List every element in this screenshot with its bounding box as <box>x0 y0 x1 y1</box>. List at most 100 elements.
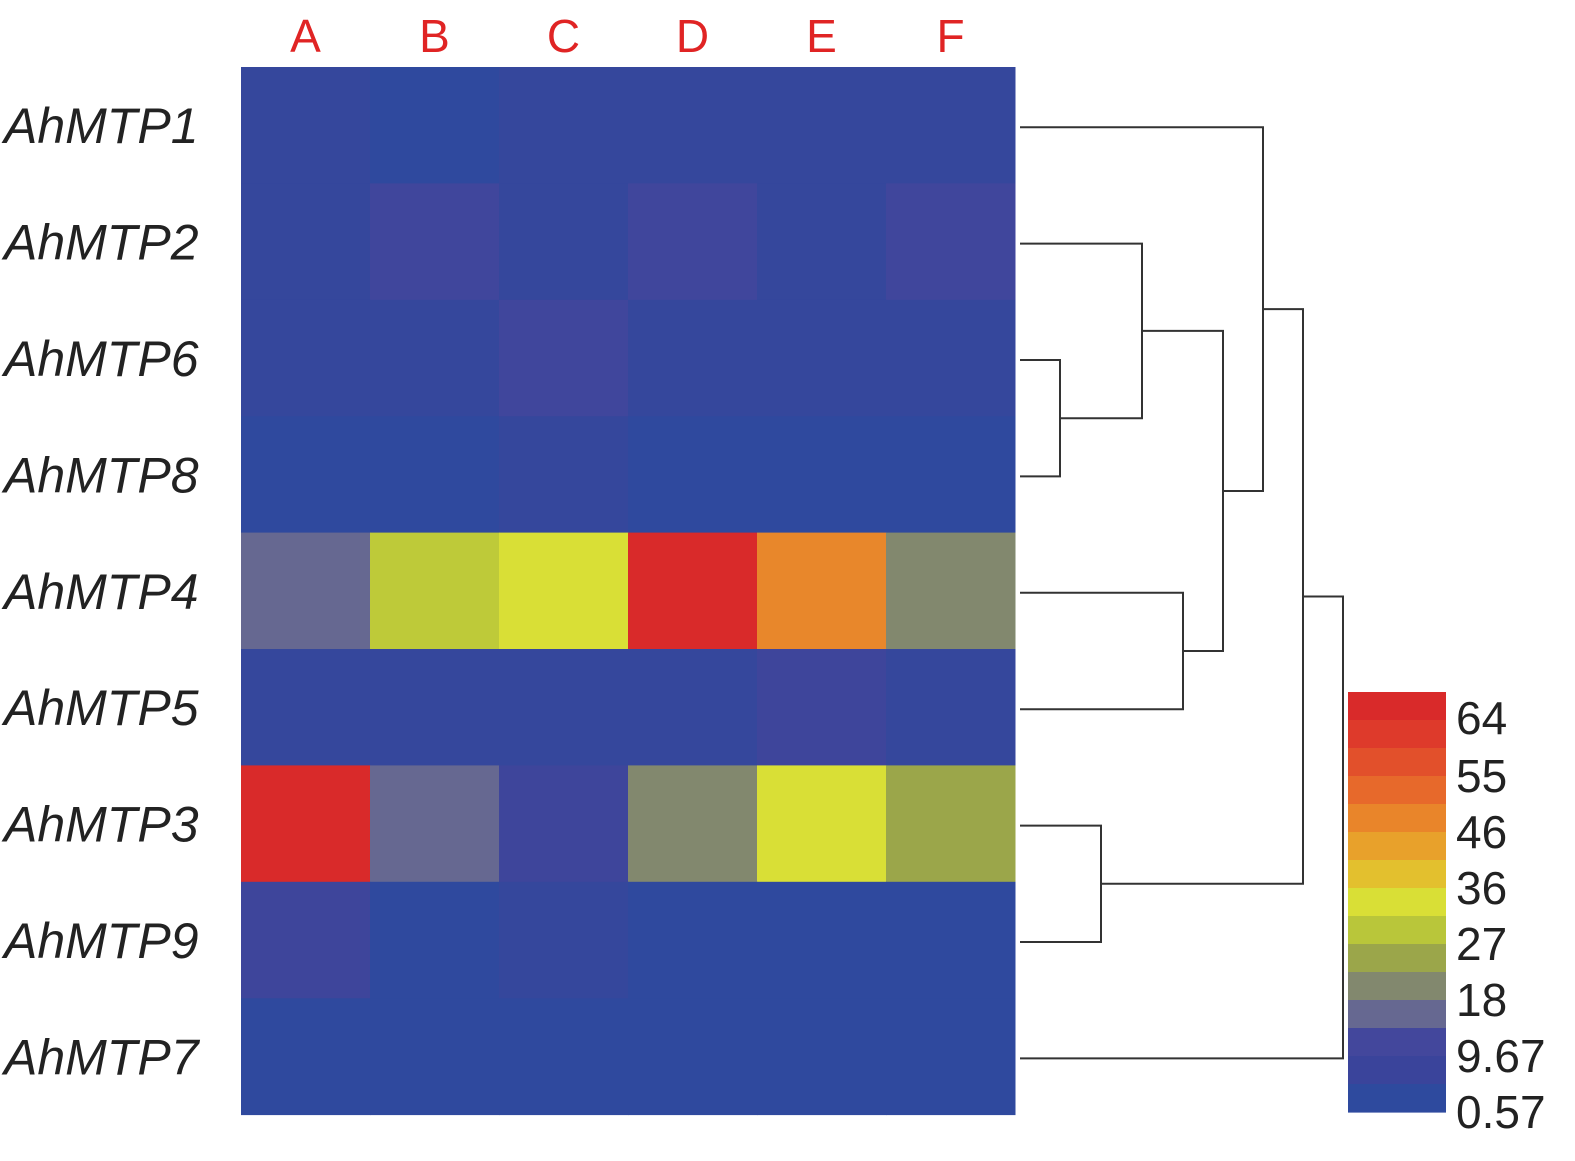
heatmap-cell-ahmtp3-a <box>241 765 371 883</box>
row-label-ahmtp3: AhMTP3 <box>1 797 199 853</box>
heatmap-cell-ahmtp1-c <box>499 67 629 184</box>
heatmap-cell-ahmtp8-c <box>499 416 629 534</box>
legend-color-step-2 <box>1348 720 1446 749</box>
row-label-ahmtp7: AhMTP7 <box>1 1029 201 1085</box>
heatmap-cell-ahmtp3-f <box>886 765 1016 883</box>
heatmap-cell-ahmtp4-d <box>628 532 758 650</box>
legend-tick-label: 9.67 <box>1456 1030 1546 1082</box>
legend-color-step-13 <box>1348 1028 1446 1057</box>
heatmap-cell-ahmtp7-e <box>757 998 887 1116</box>
column-labels: A B C D E F <box>290 10 964 62</box>
legend-color-step-3 <box>1348 748 1446 777</box>
heatmap-cell-ahmtp1-e <box>757 67 887 184</box>
legend-color-step-10 <box>1348 944 1446 973</box>
column-label-a: A <box>290 10 321 62</box>
column-label-b: B <box>419 10 450 62</box>
heatmap-cell-ahmtp1-f <box>886 67 1016 184</box>
heatmap-cell-ahmtp4-a <box>241 532 371 650</box>
heatmap-cell-ahmtp1-a <box>241 67 371 184</box>
heatmap-cell-ahmtp2-a <box>241 183 371 301</box>
column-label-d: D <box>676 10 709 62</box>
heatmap-cell-ahmtp7-d <box>628 998 758 1116</box>
heatmap-cells <box>241 67 1016 1116</box>
row-label-ahmtp1: AhMTP1 <box>1 98 199 154</box>
row-label-ahmtp2: AhMTP2 <box>1 215 199 271</box>
heatmap-cell-ahmtp9-f <box>886 881 1016 999</box>
legend-tick-label: 64 <box>1456 692 1507 744</box>
row-label-ahmtp6: AhMTP6 <box>1 331 199 387</box>
heatmap-cell-ahmtp1-b <box>370 67 500 184</box>
legend-color-step-9 <box>1348 916 1446 945</box>
legend-tick-label: 18 <box>1456 974 1507 1026</box>
heatmap-cell-ahmtp3-e <box>757 765 887 883</box>
heatmap-cell-ahmtp4-c <box>499 532 629 650</box>
heatmap-cell-ahmtp5-b <box>370 649 500 766</box>
heatmap-cell-ahmtp4-f <box>886 532 1016 650</box>
dendrogram-branch-1 <box>1020 359 1061 478</box>
heatmap-cell-ahmtp9-e <box>757 881 887 999</box>
legend-color-step-1 <box>1348 692 1446 721</box>
heatmap-cell-ahmtp2-d <box>628 183 758 301</box>
heatmap-cell-ahmtp1-d <box>628 67 758 184</box>
row-label-ahmtp4: AhMTP4 <box>1 564 199 620</box>
heatmap-cell-ahmtp2-b <box>370 183 500 301</box>
heatmap-cell-ahmtp3-c <box>499 765 629 883</box>
legend-color-step-4 <box>1348 776 1446 805</box>
legend-tick-label: 55 <box>1456 750 1507 802</box>
heatmap-cell-ahmtp4-b <box>370 532 500 650</box>
heatmap-cell-ahmtp6-d <box>628 299 758 417</box>
legend-tick-label: 36 <box>1456 862 1507 914</box>
dendrogram-branch-7 <box>1101 308 1304 885</box>
heatmap-cell-ahmtp7-b <box>370 998 500 1116</box>
heatmap-cell-ahmtp9-b <box>370 881 500 999</box>
heatmap-cell-ahmtp9-a <box>241 881 371 999</box>
heatmap-cell-ahmtp8-d <box>628 416 758 534</box>
heatmap-cell-ahmtp4-e <box>757 532 887 650</box>
heatmap-cell-ahmtp5-c <box>499 649 629 766</box>
heatmap-cell-ahmtp9-d <box>628 881 758 999</box>
heatmap-cell-ahmtp5-a <box>241 649 371 766</box>
heatmap-cell-ahmtp5-e <box>757 649 887 766</box>
heatmap-cell-ahmtp2-f <box>886 183 1016 301</box>
heatmap-cell-ahmtp8-f <box>886 416 1016 534</box>
heatmap-cell-ahmtp5-d <box>628 649 758 766</box>
legend-color-step-12 <box>1348 1000 1446 1029</box>
dendrogram-branch-2 <box>1020 242 1143 420</box>
row-label-ahmtp8: AhMTP8 <box>1 447 199 503</box>
legend-color-step-11 <box>1348 972 1446 1001</box>
legend-tick-label: 46 <box>1456 806 1507 858</box>
heatmap-cell-ahmtp7-c <box>499 998 629 1116</box>
legend-color-step-5 <box>1348 804 1446 833</box>
legend-color-step-8 <box>1348 888 1446 917</box>
column-label-f: F <box>936 10 964 62</box>
column-label-c: C <box>547 10 580 62</box>
legend-tick-label: 27 <box>1456 918 1507 970</box>
dendrogram-branch-6 <box>1020 824 1102 943</box>
heatmap-cell-ahmtp2-e <box>757 183 887 301</box>
row-label-ahmtp9: AhMTP9 <box>1 913 199 969</box>
row-labels: AhMTP1 AhMTP2 AhMTP6 AhMTP8 AhMTP4 AhMTP5 AhMT… <box>1 98 201 1085</box>
column-label-e: E <box>806 10 837 62</box>
heatmap-cell-ahmtp6-c <box>499 299 629 417</box>
legend-color-step-7 <box>1348 860 1446 889</box>
legend-color-step-14 <box>1348 1056 1446 1085</box>
heatmap-cell-ahmtp6-f <box>886 299 1016 417</box>
heatmap-cell-ahmtp5-f <box>886 649 1016 766</box>
heatmap-cell-ahmtp6-b <box>370 299 500 417</box>
heatmap-cell-ahmtp3-d <box>628 765 758 883</box>
legend-color-step-6 <box>1348 832 1446 861</box>
legend-color-step-15 <box>1348 1084 1446 1113</box>
dendrogram-branch-3 <box>1020 591 1184 711</box>
heatmap-cell-ahmtp7-a <box>241 998 371 1116</box>
heatmap-cell-ahmtp8-b <box>370 416 500 534</box>
row-label-ahmtp5: AhMTP5 <box>1 680 199 736</box>
heatmap-cell-ahmtp8-a <box>241 416 371 534</box>
heatmap-cell-ahmtp3-b <box>370 765 500 883</box>
legend-tick-label: 0.57 <box>1456 1086 1546 1138</box>
heatmap-cell-ahmtp8-e <box>757 416 887 534</box>
row-dendrogram <box>1020 126 1344 1060</box>
heatmap-cell-ahmtp9-c <box>499 881 629 999</box>
heatmap-cell-ahmtp6-a <box>241 299 371 417</box>
